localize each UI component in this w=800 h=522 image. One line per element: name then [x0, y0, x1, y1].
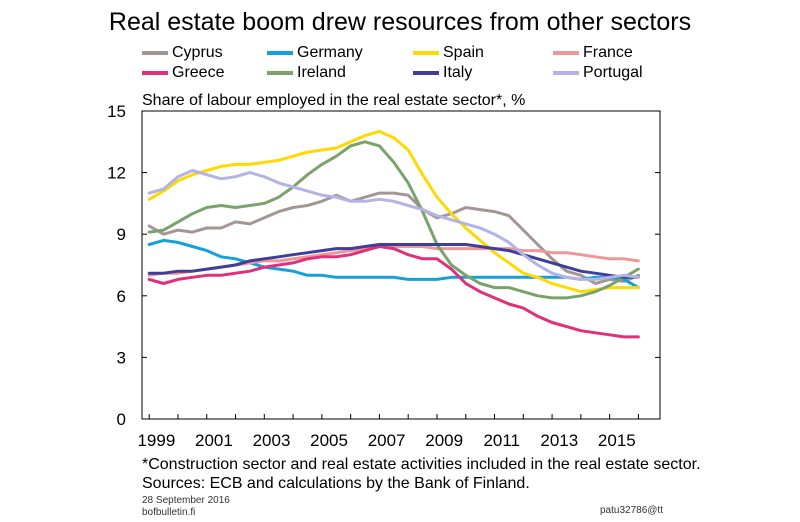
legend-item-italy: Italy	[413, 64, 553, 82]
legend-swatch	[267, 71, 293, 75]
x-tick-label: 2013	[540, 431, 578, 450]
x-tick-label: 2007	[368, 431, 406, 450]
legend-item-spain: Spain	[413, 44, 553, 62]
plot-frame	[141, 110, 661, 420]
series-line-greece	[147, 245, 640, 339]
series-line-ireland	[147, 140, 640, 300]
legend-label: France	[583, 44, 633, 61]
x-tick-label: 2003	[253, 431, 291, 450]
legend-item-portugal: Portugal	[553, 64, 683, 82]
legend-item-greece: Greece	[142, 64, 267, 82]
chart-title: Real estate boom drew resources from oth…	[108, 8, 692, 36]
footnote: *Construction sector and real estate act…	[142, 456, 701, 473]
sources-note: Sources: ECB and calculations by the Ban…	[142, 475, 530, 492]
x-tick-label: 2005	[310, 431, 348, 450]
legend-swatch	[142, 51, 168, 55]
chart-code: patu32786@tt	[600, 505, 663, 516]
y-tick-label: 12	[107, 164, 126, 183]
legend-label: Ireland	[297, 64, 346, 81]
series-line-portugal	[147, 169, 640, 281]
legend-item-germany: Germany	[267, 44, 413, 62]
legend-swatch	[553, 51, 579, 55]
legend-item-ireland: Ireland	[267, 64, 413, 82]
x-tick-label: 2011	[483, 431, 520, 450]
x-tick-label: 1999	[137, 431, 175, 450]
y-tick-label: 0	[117, 410, 126, 429]
y-tick-label: 6	[117, 287, 126, 306]
series-line-germany	[147, 238, 640, 290]
publication-date: 28 September 2016	[142, 495, 230, 506]
axis-subtitle: Share of labour employed in the real est…	[142, 92, 526, 109]
x-tick-label: 2015	[598, 431, 636, 450]
legend-swatch	[413, 71, 439, 75]
legend-label: Greece	[172, 64, 225, 81]
legend: Cyprus Germany Spain France Greece Irela…	[142, 44, 702, 82]
legend-swatch	[142, 71, 168, 75]
legend-label: Italy	[443, 64, 473, 81]
y-tick-label: 9	[117, 225, 126, 244]
site-name: bofbulletin.fi	[142, 507, 196, 518]
legend-item-france: France	[553, 44, 683, 62]
legend-label: Cyprus	[172, 44, 223, 61]
legend-item-cyprus: Cyprus	[142, 44, 267, 62]
legend-swatch	[413, 51, 439, 55]
legend-label: Portugal	[583, 64, 643, 81]
y-tick-label: 3	[117, 348, 126, 367]
legend-swatch	[553, 71, 579, 75]
x-tick-label: 2009	[425, 431, 463, 450]
x-tick-label: 2001	[195, 431, 233, 450]
series-line-italy	[147, 243, 640, 279]
legend-label: Spain	[443, 44, 484, 61]
series-line-spain	[147, 130, 640, 294]
y-tick-label: 15	[107, 102, 126, 121]
legend-swatch	[267, 51, 293, 55]
legend-label: Germany	[297, 44, 363, 61]
